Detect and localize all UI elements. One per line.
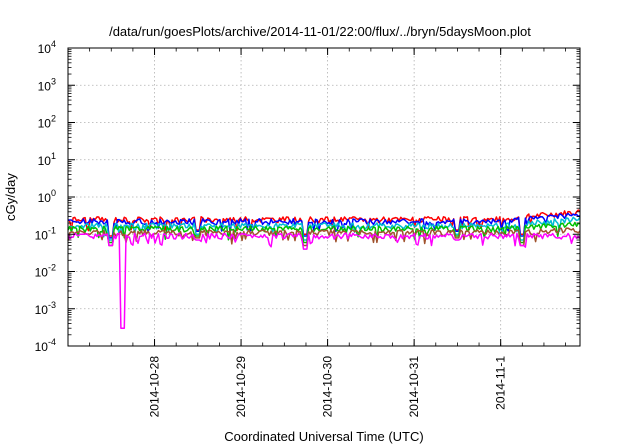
y-tick-label: 103 xyxy=(38,76,56,93)
x-tick-label: 2014-10-31 xyxy=(407,356,421,418)
x-tick-label: 2014-11-1 xyxy=(494,356,508,410)
x-tick-label: 2014-10-28 xyxy=(148,356,162,418)
y-tick-label: 10-3 xyxy=(35,300,56,317)
x-tick-label: 2014-10-30 xyxy=(321,356,335,418)
x-tick-label: 2014-10-29 xyxy=(234,356,248,418)
series-line-6 xyxy=(67,232,581,329)
label-layer: 10-4 10-3 10-2 10-1 100 101 102 103 104 2014-10-2… xyxy=(35,39,508,417)
tick-layer xyxy=(67,47,580,347)
y-tick-label: 10-1 xyxy=(35,225,56,242)
y-tick-label: 102 xyxy=(38,114,56,131)
series-line-3 xyxy=(67,216,581,241)
y-tick-label: 10-4 xyxy=(35,337,56,354)
y-tick-label: 10-2 xyxy=(35,263,56,280)
series-line-4 xyxy=(67,221,581,244)
y-tick-label: 101 xyxy=(38,151,56,168)
chart-title: /data/run/goesPlots/archive/2014-11-01/2… xyxy=(109,24,531,39)
y-axis-label: cGy/day xyxy=(3,173,18,221)
y-tick-label: 104 xyxy=(38,39,56,56)
y-tick-label: 100 xyxy=(38,188,56,205)
x-axis-label: Coordinated Universal Time (UTC) xyxy=(224,429,423,444)
series-layer xyxy=(67,209,581,329)
grid-layer xyxy=(68,48,580,346)
